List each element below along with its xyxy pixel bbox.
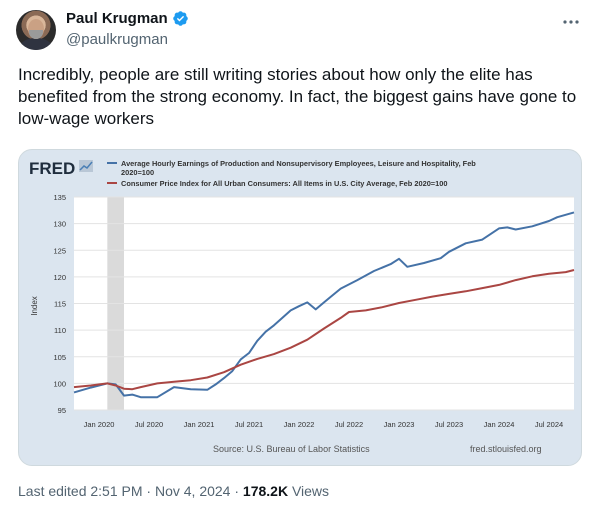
x-tick-label: Jan 2021	[184, 420, 215, 429]
x-tick-label: Jul 2023	[435, 420, 463, 429]
y-tick-label: 100	[53, 379, 66, 388]
x-tick-label: Jul 2024	[535, 420, 563, 429]
series-line-cpi	[73, 269, 575, 391]
chart-site[interactable]: fred.stlouisfed.org	[470, 444, 542, 454]
chart-card[interactable]: FRED Average Hourly Earnings of Producti…	[18, 149, 582, 466]
x-tick-label: Jan 2022	[284, 420, 315, 429]
y-tick-label: 95	[58, 406, 66, 415]
chart-source: Source: U.S. Bureau of Labor Statistics	[213, 444, 370, 454]
author-name[interactable]: Paul Krugman	[66, 10, 168, 27]
series-lines	[73, 211, 575, 399]
avatar[interactable]	[16, 10, 56, 50]
more-options-icon[interactable]	[559, 12, 583, 30]
x-tick-label: Jul 2020	[135, 420, 163, 429]
chart-legend: Average Hourly Earnings of Production an…	[107, 159, 476, 188]
views-label: Views	[288, 483, 330, 499]
y-tick-labels: 95 100 105 110 115 120 125 130 135	[53, 193, 66, 415]
avatar-shirt	[20, 38, 52, 50]
verified-badge-icon	[172, 11, 188, 26]
more-dots	[563, 20, 579, 24]
views-count: 178.2K	[242, 483, 289, 499]
legend-label-earnings: Average Hourly Earnings of Production an…	[121, 159, 476, 168]
legend-label-cpi: Consumer Price Index for All Urban Consu…	[121, 179, 447, 188]
tweet-text: Incredibly, people are still writing sto…	[18, 65, 577, 128]
fred-chart: FRED Average Hourly Earnings of Producti…	[29, 159, 575, 454]
x-tick-label: Jan 2024	[484, 420, 515, 429]
fred-logo-text: FRED	[29, 159, 75, 178]
y-axis-label: Index	[30, 296, 39, 316]
y-tick-label: 115	[54, 300, 66, 309]
x-tick-label: Jul 2021	[235, 420, 263, 429]
edited-timestamp[interactable]: Last edited 2:51 PM · Nov 4, 2024 ·	[18, 483, 243, 499]
avatar-beard	[29, 30, 43, 39]
fred-logo-graph-icon	[79, 160, 93, 172]
y-tick-label: 125	[53, 246, 66, 255]
series-line-earnings	[73, 211, 575, 399]
tweet-footer: Last edited 2:51 PM · Nov 4, 2024 · 178.…	[18, 483, 329, 499]
author-handle[interactable]: @paulkrugman	[66, 31, 168, 48]
y-tick-label: 120	[53, 273, 66, 282]
name-row: Paul Krugman	[66, 10, 189, 27]
x-tick-labels: Jan 2020 Jul 2020 Jan 2021 Jul 2021 Jan 2022…	[84, 420, 564, 429]
y-tick-label: 130	[53, 220, 66, 229]
x-tick-label: Jan 2020	[84, 420, 115, 429]
tweet-header: Paul Krugman @paulkrugman	[16, 10, 583, 54]
y-tick-label: 105	[53, 353, 66, 362]
y-tick-label: 135	[53, 193, 66, 202]
x-tick-label: Jul 2022	[335, 420, 363, 429]
y-tick-label: 110	[54, 326, 66, 335]
legend-label-earnings-2: 2020=100	[121, 168, 154, 177]
x-tick-label: Jan 2023	[384, 420, 415, 429]
